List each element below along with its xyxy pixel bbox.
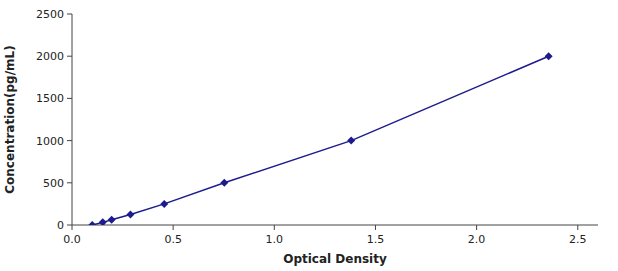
point xyxy=(108,216,116,224)
x-tick-label: 0.5 xyxy=(164,233,182,246)
point xyxy=(220,179,228,187)
x-tick xyxy=(173,225,174,230)
x-axis-line xyxy=(72,225,598,226)
point xyxy=(160,200,168,208)
y-tick xyxy=(67,56,72,57)
y-tick xyxy=(67,182,72,183)
chart-svg: 0.0 0.5 1.0 1.5 2.0 2.5 0 500 1000 1500 2000 2500 Op… xyxy=(0,0,618,271)
plot-data xyxy=(88,52,552,225)
y-axis-label: Concentration(pg/mL) xyxy=(3,45,17,193)
y-tick xyxy=(67,14,72,15)
y-tick xyxy=(67,225,72,226)
point xyxy=(88,221,96,225)
y-tick-label: 500 xyxy=(43,177,64,190)
x-tick-label: 2.5 xyxy=(569,233,587,246)
y-tick-label: 1500 xyxy=(36,92,64,105)
x-tick xyxy=(72,225,73,230)
line xyxy=(92,56,548,225)
point xyxy=(99,218,107,225)
point xyxy=(545,52,553,60)
x-tick-label: 1.5 xyxy=(367,233,385,246)
chart-container: 0.0 0.5 1.0 1.5 2.0 2.5 0 500 1000 1500 2000 2500 Op… xyxy=(0,0,618,271)
y-tick xyxy=(67,140,72,141)
x-tick xyxy=(476,225,477,230)
point xyxy=(126,210,134,218)
y-tick-label: 0 xyxy=(57,219,64,232)
y-tick-label: 2500 xyxy=(36,8,64,21)
x-tick-label: 0.0 xyxy=(63,233,81,246)
x-tick xyxy=(274,225,275,230)
y-tick xyxy=(67,98,72,99)
axes: 0.0 0.5 1.0 1.5 2.0 2.5 0 500 1000 1500 2000 2500 xyxy=(36,8,598,246)
x-axis-label: Optical Density xyxy=(283,252,387,266)
y-tick-label: 1000 xyxy=(36,135,64,148)
x-tick xyxy=(375,225,376,230)
x-tick-label: 2.0 xyxy=(468,233,486,246)
y-axis-line xyxy=(72,14,73,225)
x-tick xyxy=(577,225,578,230)
y-tick-label: 2000 xyxy=(36,50,64,63)
x-tick-label: 1.0 xyxy=(266,233,284,246)
point xyxy=(347,137,355,145)
